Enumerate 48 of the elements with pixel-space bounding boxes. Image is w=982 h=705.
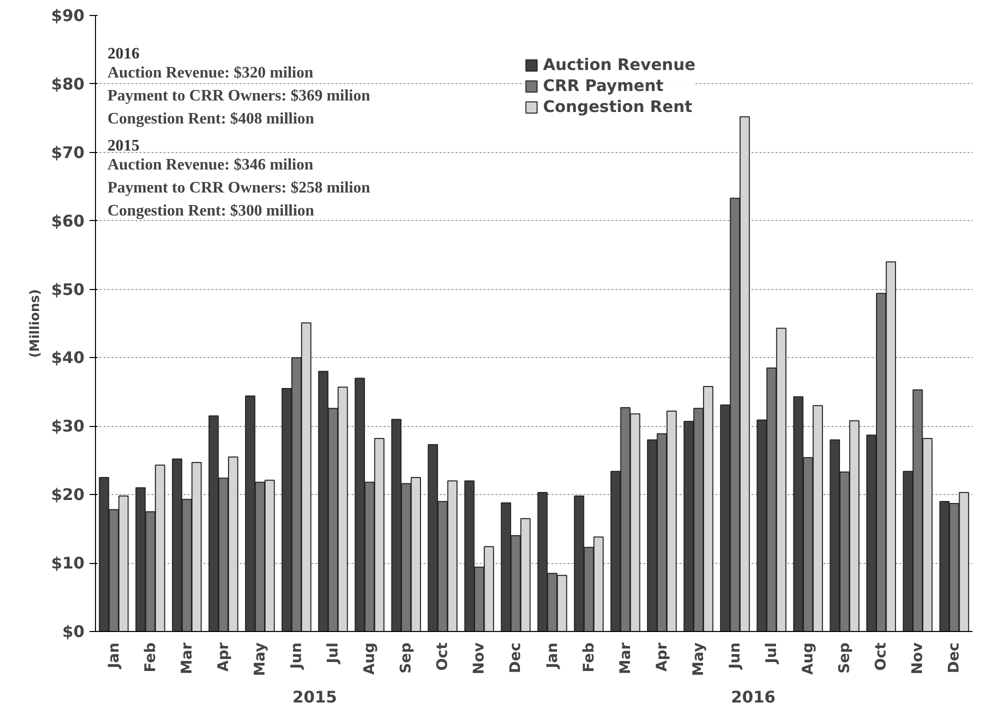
x-tick-label: Jul <box>324 642 342 664</box>
text: 2016 <box>730 688 776 705</box>
x-tick-label: Apr <box>214 642 232 672</box>
x-tick-label: Mar <box>178 642 196 674</box>
annotation: Congestion Rent: $300 million <box>108 202 314 220</box>
x-tick-label: Feb <box>142 642 159 672</box>
annotation: 2016 <box>108 46 140 62</box>
y-tick-label: $20 <box>51 485 85 504</box>
x-tick-label: Apr <box>653 642 670 672</box>
x-tick-label: Jan <box>544 642 561 670</box>
annotation: Congestion Rent: $408 million <box>108 110 314 128</box>
x-tick-label: Dec <box>946 642 963 674</box>
x-tick-label: Oct <box>872 642 890 671</box>
x-tick-label: Feb <box>580 642 598 672</box>
y-axis-title: (Millions) <box>28 289 44 358</box>
text: 2015 <box>292 688 338 705</box>
x-tick-label: May <box>690 642 707 676</box>
annotation: Payment to CRR Owners: $369 milion <box>108 88 370 104</box>
y-tick-label: $60 <box>51 211 85 230</box>
x-tick-label: Jun <box>726 642 744 670</box>
y-tick-label: $0 <box>62 622 84 641</box>
y-tick-label: $30 <box>51 416 85 436</box>
x-tick-label: May <box>251 642 268 676</box>
legend-label: Congestion Rent <box>543 97 692 116</box>
x-tick-label: Aug <box>800 642 817 675</box>
x-tick-label: Oct <box>434 642 452 671</box>
legend-label: Auction Revenue <box>543 55 696 74</box>
annotation: Payment to CRR Owners: $258 milion <box>108 180 370 196</box>
y-tick-label: $90 <box>51 6 85 25</box>
legend-label: CRR Payment <box>543 76 664 95</box>
x-tick-label: Nov <box>909 642 926 674</box>
x-tick-label: Jul <box>763 642 780 664</box>
annotation: 2015 <box>108 138 140 154</box>
x-tick-label: Nov <box>470 642 488 674</box>
x-tick-label: Sep <box>398 642 415 674</box>
x-tick-label: Aug <box>361 642 378 675</box>
annotation: Auction Revenue: $320 milion <box>108 64 314 82</box>
y-tick-label: $80 <box>51 74 85 94</box>
x-tick-label: Jun <box>288 642 305 670</box>
x-tick-label: Sep <box>836 642 854 674</box>
annotation: Auction Revenue: $346 milion <box>108 156 314 174</box>
y-tick-label: $50 <box>51 280 85 299</box>
y-tick-label: $70 <box>51 142 85 162</box>
y-tick-label: $40 <box>51 348 85 368</box>
x-tick-label: Mar <box>616 642 634 674</box>
x-tick-label: Dec <box>507 642 524 674</box>
y-tick-label: $10 <box>51 554 85 573</box>
x-tick-label: Jan <box>105 642 122 670</box>
